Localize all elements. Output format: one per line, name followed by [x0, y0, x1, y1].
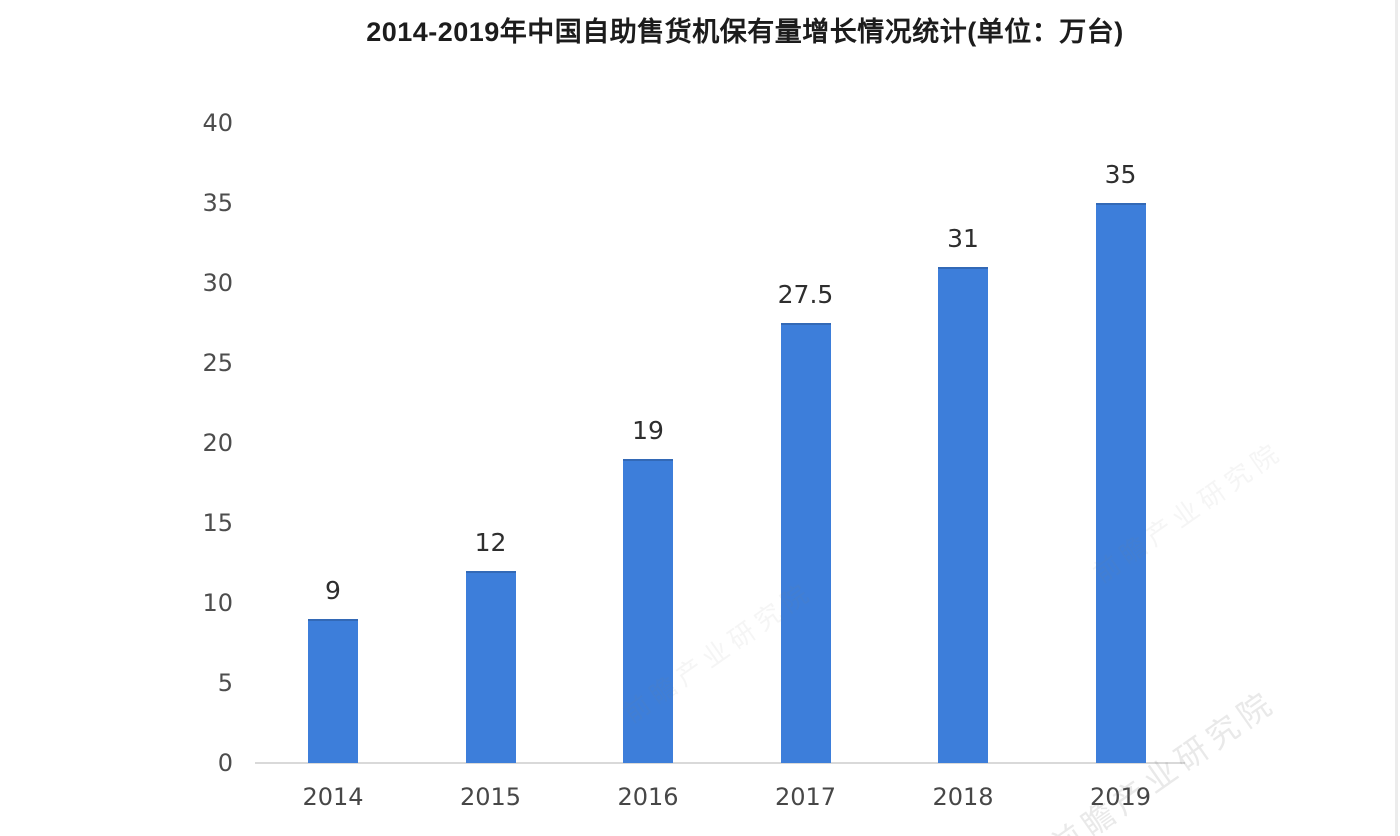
y-axis-tick-label-40: 40 — [202, 109, 233, 137]
y-axis-tick-label-30: 30 — [202, 269, 233, 297]
y-axis-tick-label-20: 20 — [202, 429, 233, 457]
x-axis-tick-label-2016: 2016 — [617, 783, 679, 811]
bar-2018 — [938, 267, 988, 763]
x-axis-tick-label-2017: 2017 — [774, 783, 837, 811]
y-axis-tick-label-25: 25 — [202, 349, 233, 377]
bar-2019 — [1095, 203, 1146, 763]
bar-value-label-2014: 9 — [325, 576, 341, 605]
y-axis-tick-label-5: 5 — [217, 669, 233, 697]
y-axis-tick-label-15: 15 — [202, 509, 233, 537]
right-edge-divider — [1395, 0, 1398, 836]
bar-2015 — [465, 571, 516, 763]
x-axis-tick-label-2019: 2019 — [1089, 783, 1152, 811]
x-axis-tick-label-2014: 2014 — [302, 783, 364, 811]
bar-value-label-2017: 27.5 — [777, 280, 834, 309]
x-axis-baseline — [255, 762, 1185, 764]
chart-title: 2014-2019年中国自助售货机保有量增长情况统计(单位：万台) — [366, 17, 1124, 47]
bar-value-label-2015: 12 — [474, 528, 507, 557]
bar-value-label-2018: 31 — [947, 224, 979, 253]
bar-2014 — [308, 619, 358, 763]
watermark-text: 前瞻产业研究院 — [1044, 683, 1283, 836]
y-axis-tick-label-0: 0 — [217, 749, 233, 777]
bar-2017 — [780, 323, 831, 763]
bar-2016 — [623, 459, 673, 763]
x-axis-tick-label-2015: 2015 — [459, 783, 522, 811]
x-axis-tick-label-2018: 2018 — [932, 783, 994, 811]
bar-value-label-2016: 19 — [632, 416, 664, 445]
bar-value-label-2019: 35 — [1104, 160, 1137, 189]
y-axis-tick-label-10: 10 — [202, 589, 233, 617]
y-axis-tick-label-35: 35 — [202, 189, 233, 217]
